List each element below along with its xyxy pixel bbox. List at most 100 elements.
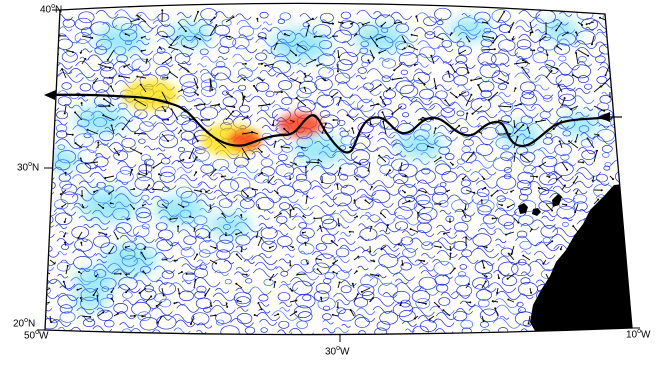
wind-vector	[209, 259, 217, 264]
contour-line	[612, 53, 632, 64]
intensity-blob	[102, 244, 158, 276]
contour-line	[417, 188, 436, 196]
contour-line	[390, 11, 413, 20]
wind-vector-head-icon	[173, 302, 176, 305]
contour-line	[610, 81, 631, 89]
contour-line	[61, 82, 72, 90]
contour-line	[455, 55, 468, 64]
contour-line	[533, 250, 556, 260]
contour-line	[116, 107, 142, 118]
wind-vector	[447, 71, 451, 79]
contour-line	[45, 130, 52, 136]
lat-label-30n: 30oN	[17, 161, 39, 173]
wind-vector-head-icon	[508, 31, 511, 34]
wind-vector-head-icon	[48, 113, 51, 116]
contour-line	[295, 173, 307, 182]
wind-vector	[521, 67, 531, 79]
contour-line	[57, 274, 69, 279]
wind-vector	[289, 311, 297, 317]
contour-line	[348, 107, 376, 118]
contour-line	[480, 89, 492, 98]
contour-line	[140, 154, 151, 162]
contour-line	[239, 198, 255, 209]
wind-vector-head-icon	[125, 273, 128, 276]
contour-line	[476, 115, 500, 125]
wind-vector	[417, 203, 425, 209]
wind-vector	[507, 203, 515, 208]
contour-line	[260, 166, 275, 177]
wind-vector-head-icon	[484, 280, 487, 283]
contour-line	[254, 261, 277, 271]
degree-symbol: o	[51, 3, 56, 10]
wind-vector-head-icon	[517, 221, 520, 224]
wind-vector-head-icon	[42, 191, 44, 193]
contour-line	[490, 95, 517, 106]
wind-vector-head-icon	[173, 259, 176, 262]
wind-vector-head-icon	[61, 68, 64, 71]
contour-line	[278, 284, 299, 292]
contour-line	[439, 209, 452, 215]
contour-line	[538, 66, 560, 75]
wind-vector-head-icon	[464, 208, 467, 211]
contour-line	[392, 272, 415, 281]
wind-vector-head-icon	[467, 71, 470, 74]
contour-line	[119, 322, 135, 329]
wind-vector-head-icon	[599, 85, 602, 88]
contour-line	[259, 11, 269, 19]
contour-line	[559, 11, 573, 17]
wind-vector-head-icon	[196, 93, 199, 96]
contour-line	[381, 98, 392, 106]
contour-line	[78, 215, 93, 221]
wind-vector	[265, 63, 275, 67]
contour-line	[217, 55, 228, 61]
wind-vector-head-icon	[379, 96, 382, 98]
wind-vector	[536, 119, 547, 123]
wind-vector-head-icon	[74, 142, 77, 145]
wind-vector	[561, 32, 568, 37]
wind-vector-head-icon	[299, 81, 302, 84]
wind-vector	[528, 315, 531, 324]
wind-vector-head-icon	[361, 23, 364, 26]
contour-line	[541, 215, 555, 222]
contour-line	[235, 45, 258, 54]
contour-line	[379, 164, 394, 175]
wind-vector	[81, 315, 91, 318]
contour-line	[521, 250, 532, 255]
wind-vector	[170, 35, 179, 46]
contour-line	[256, 110, 278, 119]
contour-line	[579, 208, 590, 213]
contour-line	[45, 187, 55, 197]
contour-line	[472, 277, 490, 290]
wind-vector	[61, 68, 67, 79]
wind-vector-head-icon	[408, 45, 411, 48]
wind-vector-head-icon	[108, 76, 111, 79]
contour-line	[309, 205, 336, 216]
contour-line	[572, 188, 588, 195]
contour-line	[476, 245, 494, 253]
wind-vector-head-icon	[108, 252, 111, 255]
contour-line	[288, 327, 314, 335]
wind-vector	[401, 200, 410, 205]
contour-line	[438, 297, 451, 306]
contour-line	[92, 223, 109, 231]
contour-line	[460, 319, 474, 329]
contour-line	[456, 173, 480, 182]
contour-line	[56, 261, 71, 272]
contour-line	[359, 214, 381, 223]
wind-vector-head-icon	[140, 152, 143, 155]
wind-vector	[177, 203, 184, 208]
wind-vector-head-icon	[276, 192, 279, 195]
contour-line	[418, 207, 438, 221]
wind-vector	[97, 231, 107, 235]
wind-vector	[225, 111, 234, 121]
wind-vector-head-icon	[164, 110, 167, 113]
contour-line	[361, 291, 375, 301]
contour-line	[520, 151, 536, 163]
wind-vector-head-icon	[295, 97, 298, 100]
contour-line	[315, 282, 332, 294]
contour-line	[263, 209, 274, 214]
wind-vector	[60, 189, 67, 195]
wind-vector-head-icon	[53, 262, 56, 265]
wind-vector-head-icon	[232, 16, 235, 19]
contour-line	[131, 301, 151, 316]
